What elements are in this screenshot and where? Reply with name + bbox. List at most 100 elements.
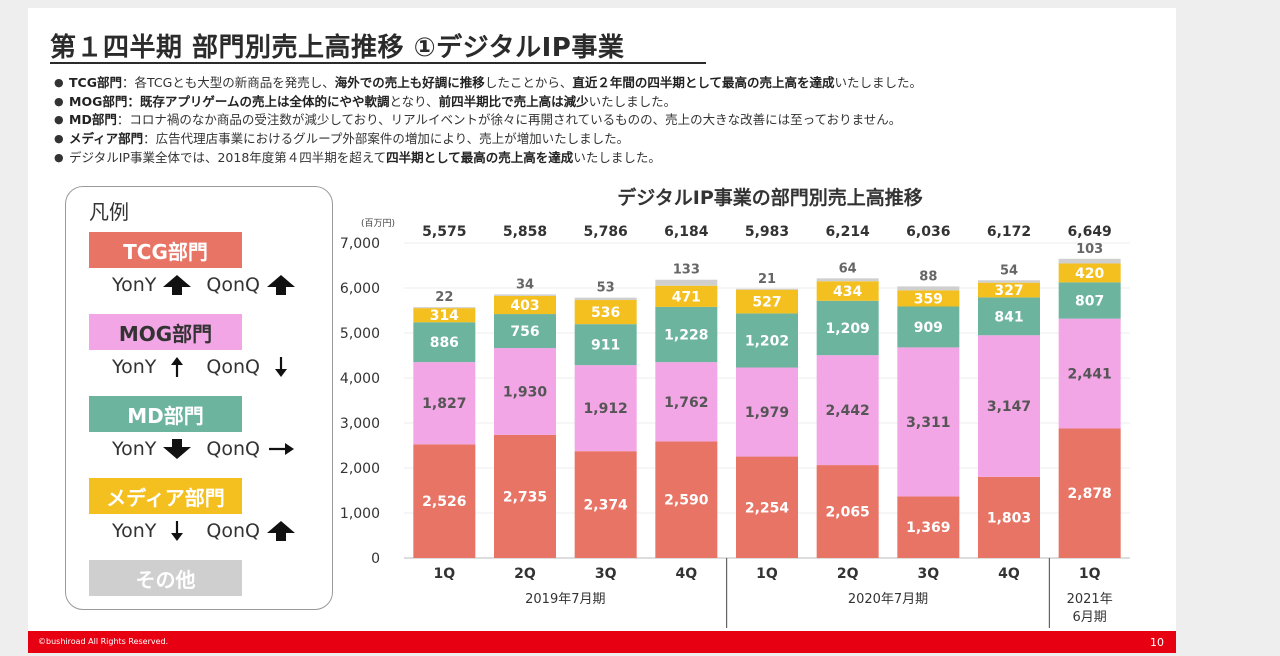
y-tick-label: 3,000 [340,416,380,432]
legend-trend-row: YonY QonQ [112,356,310,378]
bullet-text: したことから、 [484,75,573,90]
bar-segment [655,362,718,442]
qonq-label: QonQ [206,356,260,378]
data-label: 2,590 [664,493,709,509]
legend-chip: MOG部門 [89,314,242,350]
bullet-text: TCG部門 [69,75,122,90]
bar-segment [655,306,718,363]
bar-segment [897,290,960,307]
bar-segment [655,441,718,558]
group-label: 6月期 [1073,610,1107,625]
group-label: 2020年7月期 [848,592,928,607]
x-tick-label: 2Q [837,566,859,582]
bullet-text: いたしました。 [588,93,677,109]
bar-segment [1058,258,1121,264]
bar-segment [736,456,798,558]
bar-segment [413,362,476,445]
data-label: 434 [833,284,862,300]
data-label: 1,803 [987,510,1031,526]
data-label-other: 133 [673,263,700,278]
bar-segment [736,288,798,290]
bullet-text: メディア部門 [69,131,144,147]
bar-segment [574,324,637,366]
arrow-down-thin-icon [264,356,298,378]
data-label: 527 [752,295,781,311]
yony-label: YonY [112,520,157,542]
bullet-text: デジタルIP事業全体では、2018年度第４四半期を超えて [69,149,387,165]
data-label: 327 [994,283,1023,299]
title-underline [50,62,706,64]
bar-segment [978,297,1040,336]
total-label: 6,172 [987,224,1031,240]
data-label: 2,442 [826,403,870,419]
total-label: 5,786 [584,224,628,240]
y-tick-label: 5,000 [340,326,380,342]
bar-segment [574,300,637,325]
data-label: 403 [510,298,539,314]
legend-chip: TCG部門 [89,232,242,268]
data-label: 2,878 [1068,486,1112,502]
total-label: 6,214 [826,224,871,240]
y-tick-label: 4,000 [340,371,380,387]
data-label: 756 [510,324,539,340]
total-label: 5,575 [422,224,466,240]
data-label: 2,735 [503,489,547,505]
bullet-text: ：コロナ禍のなか商品の受注数が減少しており、リアルイベントが徐々に再開されている… [116,112,902,128]
bullet-item: メディア部門：広告代理店事業におけるグループ外部案件の増加により、売上が増加いた… [54,130,1134,149]
bar-segment [736,289,798,314]
stacked-bar-chart: デジタルIP事業の部門別売上高推移 (百万円) 0 1,000 2,000 3,000 4,… [340,186,1130,628]
chart-title: デジタルIP事業の部門別売上高推移 [617,186,923,209]
bar-segment [897,347,960,497]
data-label: 1,369 [906,520,950,536]
bullet-text: 直近２年間の四半期として最高の売上高を達成 [572,75,835,90]
bullet-item: デジタルIP事業全体では、2018年度第４四半期を超えて四半期として最高の売上高… [54,149,1134,168]
data-label: 1,912 [584,401,628,417]
data-label-other: 88 [919,269,937,284]
data-label: 314 [430,308,459,324]
data-label: 2,254 [745,500,790,516]
bullet-item: MOG部門：既存アプリゲームの売上は全体的にやや軟調となり、前四半期比で売上高は… [54,93,1134,112]
bar-segment [655,285,718,307]
bar-segment [816,281,879,301]
data-label: 536 [591,305,620,321]
data-label-other: 53 [597,281,615,296]
bar-segment [574,365,637,452]
bar-segment [897,306,960,348]
bullet-item: TCG部門：各TCGとも大型の新商品を発売し、海外での売上も好調に推移したことか… [54,74,1134,93]
arrow-up-bold-icon [264,520,298,542]
bar-segment [816,465,879,558]
bullet-text: いたしました。 [573,149,661,165]
yony-label: YonY [112,438,157,460]
data-label-other: 54 [1000,263,1018,278]
legend-title: 凡例 [89,200,129,224]
data-label: 1,762 [664,395,708,411]
bullet-text: いたしました。 [834,75,922,90]
bar-segment [897,496,960,558]
arrow-up-bold-icon [160,274,194,296]
y-tick-label: 7,000 [340,236,380,252]
bar-segment [1058,263,1121,283]
data-label: 1,979 [745,405,789,421]
bar-segment [494,295,556,315]
qonq-label: QonQ [206,438,260,460]
data-label-other: 103 [1076,242,1103,257]
bar-segment [978,335,1040,477]
bar-segment [736,313,798,368]
page-title: 第１四半期 部門別売上高推移 ①デジタルIP事業 [50,33,625,63]
bar-segment [494,348,556,435]
bullet-text: 前四半期比で売上高は減少 [438,93,589,109]
bar-segment [494,294,556,296]
total-label: 6,649 [1068,224,1112,240]
data-label: 2,441 [1068,367,1112,383]
bar-segment [897,286,960,291]
bar-segment [816,300,879,356]
x-tick-label: 4Q [676,566,698,582]
x-tick-label: 2Q [514,566,536,582]
data-label: 2,065 [826,505,870,521]
data-label: 909 [914,320,943,336]
data-label: 1,930 [503,385,548,401]
bar-segment [574,297,637,301]
y-tick-label: 1,000 [340,506,380,522]
page-number: 10 [1150,636,1164,649]
total-label: 5,858 [503,224,547,240]
